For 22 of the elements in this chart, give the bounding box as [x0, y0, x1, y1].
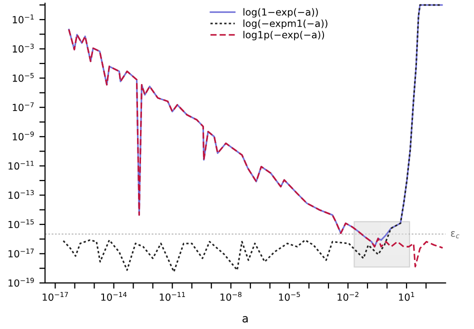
x-tick-label: 10$^{−2}$	[338, 292, 358, 301]
x-tick-label: 10$^{1}$	[399, 292, 414, 301]
legend-label: log(1−exp(−a))	[243, 8, 318, 18]
y-tick-label: 10$^{−11}$	[8, 160, 34, 170]
legend-label: log(−expm1(−a))	[243, 20, 328, 29]
ref-line-label: ε$_{c}$	[451, 231, 460, 238]
y-tick-label: 10$^{−1}$	[12, 14, 34, 24]
y-tick-label: 10$^{−13}$	[8, 190, 34, 199]
y-tick-label: 10$^{−3}$	[12, 44, 34, 53]
y-tick-label: 10$^{−7}$	[12, 102, 34, 112]
legend-label: log1p(−exp(−a))	[243, 30, 324, 40]
x-tick-label: 10$^{−14}$	[101, 292, 127, 301]
x-tick-label: 10$^{−11}$	[160, 292, 185, 301]
y-tick-label: 10$^{−5}$	[12, 73, 34, 82]
y-tick-label: 10$^{−15}$	[8, 219, 34, 228]
y-tick-label: 10$^{−17}$	[8, 248, 34, 258]
y-tick-label: 10$^{−19}$	[8, 278, 34, 287]
x-tick-label: 10$^{−5}$	[279, 292, 300, 301]
x-tick-label: 10$^{−17}$	[42, 292, 68, 301]
x-axis-title: a	[242, 316, 248, 322]
y-tick-label: 10$^{−9}$	[12, 131, 34, 140]
x-tick-label: 10$^{−8}$	[220, 292, 242, 301]
